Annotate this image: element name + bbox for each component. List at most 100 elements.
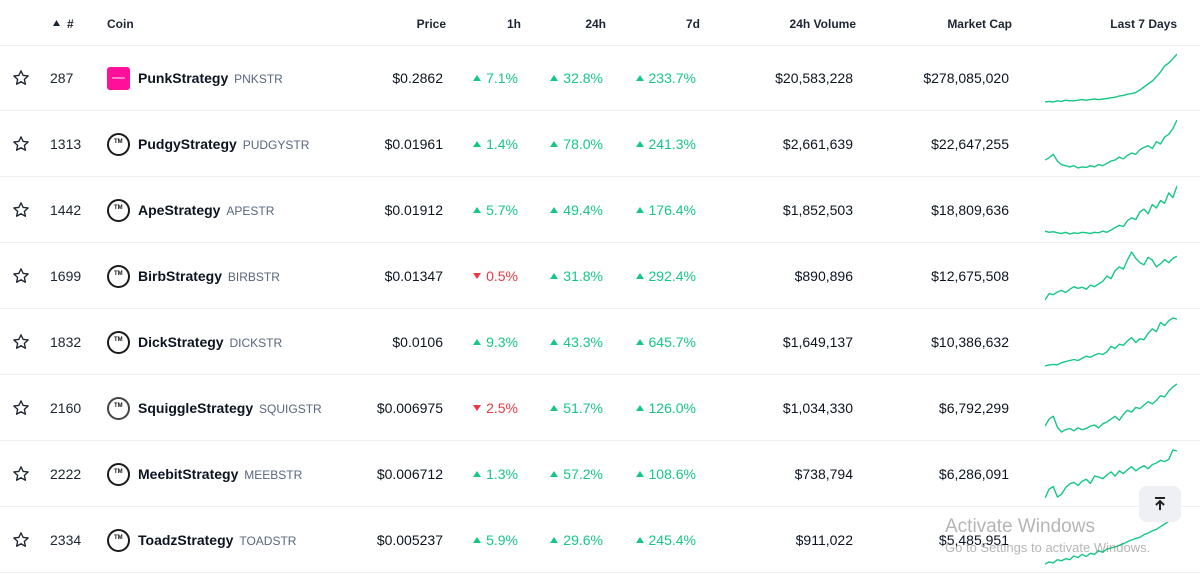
coin-name-label[interactable]: PunkStrategy	[138, 70, 229, 86]
coin-name[interactable]: ApeStrategy APESTR	[138, 177, 274, 243]
squiggle-logo-icon: TM	[107, 397, 130, 420]
coin-name[interactable]: SquiggleStrategy SQUIGSTR	[138, 375, 322, 441]
star-outline-icon[interactable]	[12, 531, 30, 549]
price: $0.006975	[376, 400, 443, 416]
sparkline-7d	[1045, 53, 1177, 103]
coin-name-label[interactable]: DickStrategy	[138, 334, 224, 350]
star-outline-icon[interactable]	[12, 267, 30, 285]
market-cap: $6,792,299	[938, 400, 1009, 416]
change-24h: 51.7%	[523, 375, 603, 441]
coin-name[interactable]: PudgyStrategy PUDGYSTR	[138, 111, 309, 177]
header-24h[interactable]: 24h	[585, 17, 606, 31]
table-row[interactable]: 1699 TM BirbStrategy BIRBSTR $0.01347 0.5% 31…	[0, 243, 1200, 309]
sort-up-icon[interactable]	[53, 20, 60, 26]
caret-up-icon	[550, 405, 559, 411]
volume-24h: $2,661,639	[782, 136, 853, 152]
sparkline-7d	[1045, 317, 1177, 367]
rank: 2160	[50, 400, 82, 416]
sparkline-7d	[1045, 449, 1177, 499]
change-7d: 292.4%	[606, 243, 696, 309]
header-rank[interactable]: #	[67, 17, 74, 31]
rank: 1699	[50, 268, 82, 284]
header-market-cap[interactable]: Market Cap	[947, 17, 1012, 31]
caret-up-icon	[635, 405, 644, 411]
tm-logo-icon: TM	[107, 463, 130, 486]
volume-24h: $890,896	[794, 268, 853, 284]
sparkline-7d	[1045, 251, 1177, 301]
coin-symbol: PUDGYSTR	[242, 138, 310, 152]
caret-up-icon	[550, 471, 559, 477]
coin-symbol: DICKSTR	[229, 336, 283, 350]
coin-name-label[interactable]: ApeStrategy	[138, 202, 221, 218]
coin-name[interactable]: BirbStrategy BIRBSTR	[138, 243, 280, 309]
coin-name-label[interactable]: SquiggleStrategy	[138, 400, 254, 416]
coin-name-label[interactable]: ToadzStrategy	[138, 532, 234, 548]
star-outline-icon[interactable]	[12, 135, 30, 153]
coin-name-label[interactable]: PudgyStrategy	[138, 136, 237, 152]
tm-logo-icon: TM	[107, 133, 130, 156]
market-cap: $22,647,255	[931, 136, 1009, 152]
rank: 1832	[50, 334, 82, 350]
change-7d: 108.6%	[606, 441, 696, 507]
market-cap: $5,485,951	[938, 532, 1009, 548]
caret-up-icon	[550, 141, 559, 147]
rank: 1313	[50, 136, 82, 152]
volume-24h: $20,583,228	[775, 70, 853, 86]
table-row[interactable]: 2160 TM SquiggleStrategy SQUIGSTR $0.006975…	[0, 375, 1200, 441]
sparkline-path	[1045, 119, 1177, 169]
table-row[interactable]: 287 PunkStrategy PNKSTR $0.2862 7.1% 32.8% 23…	[0, 45, 1200, 111]
change-7d: 241.3%	[606, 111, 696, 177]
change-24h: 78.0%	[523, 111, 603, 177]
header-1h[interactable]: 1h	[506, 17, 521, 31]
coin-symbol: TOADSTR	[239, 534, 297, 548]
tm-logo-icon: TM	[107, 331, 130, 354]
coin-name[interactable]: MeebitStrategy MEEBSTR	[138, 441, 302, 507]
coin-name-label[interactable]: MeebitStrategy	[138, 466, 239, 482]
sparkline-7d	[1045, 185, 1177, 235]
tm-logo-icon: TM	[107, 265, 130, 288]
star-outline-icon[interactable]	[12, 201, 30, 219]
change-24h: 57.2%	[523, 441, 603, 507]
coin-name-label[interactable]: BirbStrategy	[138, 268, 223, 284]
table-row[interactable]: 2334 TM ToadzStrategy TOADSTR $0.005237 5.9%…	[0, 507, 1200, 573]
caret-up-icon	[473, 141, 482, 147]
sparkline-path	[1045, 53, 1177, 103]
header-price[interactable]: Price	[416, 17, 446, 31]
sparkline-path	[1045, 383, 1177, 433]
change-1h: 7.1%	[448, 45, 518, 111]
star-outline-icon[interactable]	[12, 69, 30, 87]
coin-name[interactable]: DickStrategy DICKSTR	[138, 309, 282, 375]
change-7d: 126.0%	[606, 375, 696, 441]
table-row[interactable]: 2222 TM MeebitStrategy MEEBSTR $0.006712 1.3…	[0, 441, 1200, 507]
change-1h: 1.3%	[448, 441, 518, 507]
caret-up-icon	[635, 537, 644, 543]
caret-up-icon	[473, 339, 482, 345]
header-coin[interactable]: Coin	[107, 17, 134, 31]
table-header: # Coin Price 1h 24h 7d 24h Volume Market…	[0, 0, 1200, 46]
sparkline-7d	[1045, 515, 1177, 565]
caret-up-icon	[550, 273, 559, 279]
market-cap: $18,809,636	[931, 202, 1009, 218]
coin-name[interactable]: PunkStrategy PNKSTR	[138, 45, 283, 111]
table-row[interactable]: 1832 TM DickStrategy DICKSTR $0.0106 9.3% 43.…	[0, 309, 1200, 375]
star-outline-icon[interactable]	[12, 399, 30, 417]
sparkline-path	[1045, 449, 1177, 499]
caret-down-icon	[473, 273, 482, 279]
windows-activation-watermark: Activate Windows Go to Settings to activ…	[945, 516, 1150, 555]
header-7d[interactable]: 7d	[685, 17, 700, 31]
change-24h: 29.6%	[523, 507, 603, 573]
star-outline-icon[interactable]	[12, 465, 30, 483]
caret-up-icon	[473, 207, 482, 213]
caret-up-icon	[473, 75, 482, 81]
price: $0.006712	[376, 466, 443, 482]
coin-name[interactable]: ToadzStrategy TOADSTR	[138, 507, 296, 573]
table-row[interactable]: 1313 TM PudgyStrategy PUDGYSTR $0.01961 1.4%…	[0, 111, 1200, 177]
rank: 1442	[50, 202, 82, 218]
star-outline-icon[interactable]	[12, 333, 30, 351]
header-24h-volume[interactable]: 24h Volume	[789, 17, 856, 31]
scroll-to-top-button[interactable]	[1139, 486, 1181, 522]
sparkline-path	[1045, 317, 1177, 367]
caret-up-icon	[635, 75, 644, 81]
table-row[interactable]: 1442 TM ApeStrategy APESTR $0.01912 5.7% 49.4…	[0, 177, 1200, 243]
sparkline-path	[1045, 515, 1177, 565]
